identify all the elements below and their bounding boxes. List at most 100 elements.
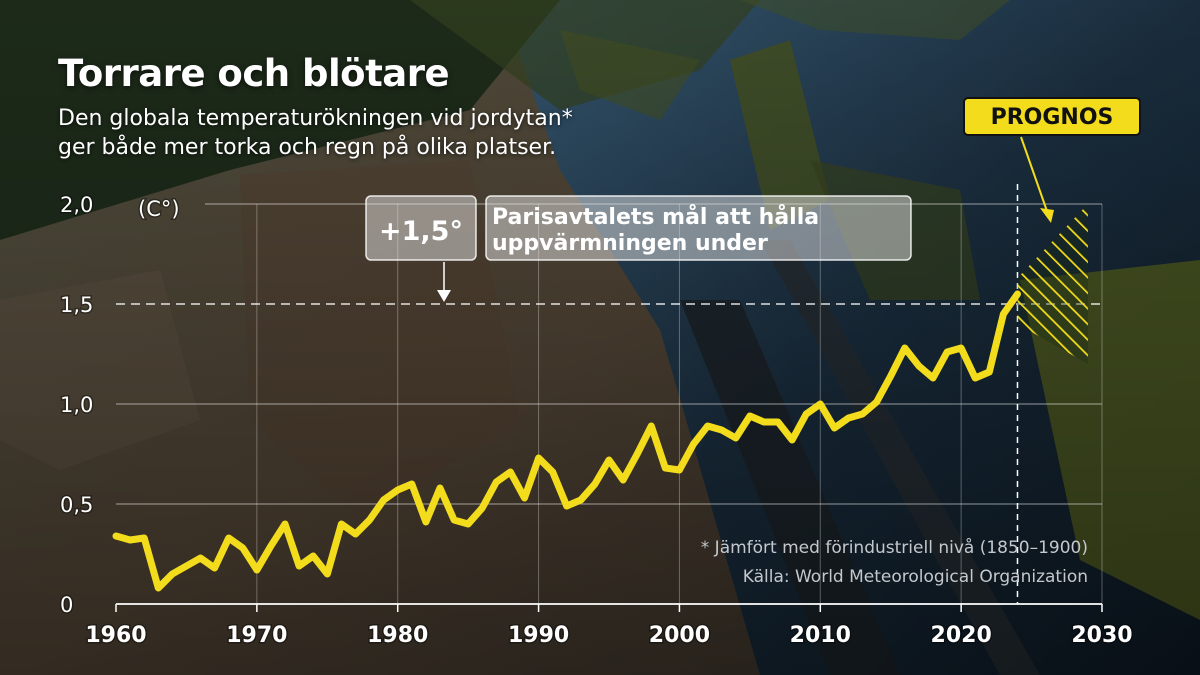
data-point	[887, 373, 894, 379]
data-point	[958, 345, 965, 351]
data-point	[972, 375, 979, 381]
data-point	[493, 479, 500, 485]
y-tick-label: 0	[60, 593, 73, 617]
footnote: * Jämfört med förindustriell nivå (1850–…	[701, 537, 1088, 558]
data-point	[718, 427, 725, 433]
subtitle: Den globala temperaturökningen vid jordy…	[58, 104, 778, 162]
data-point	[352, 531, 359, 537]
data-point	[915, 363, 922, 369]
data-point	[366, 517, 373, 523]
data-point	[310, 553, 317, 559]
data-point	[1014, 291, 1021, 297]
prognos-pointer-arrow	[1040, 208, 1054, 223]
data-point	[479, 505, 486, 511]
data-point	[929, 375, 936, 381]
data-point	[986, 369, 993, 375]
data-point	[732, 435, 739, 441]
data-point	[169, 571, 176, 577]
prognos-pointer-line	[1020, 136, 1049, 215]
data-point	[1000, 311, 1007, 317]
axes: 0 0,5 1,0 1,5 2,0 1960 1970 1980 1990 2000 2010 202…	[59, 192, 1135, 650]
data-point	[296, 563, 303, 569]
data-point	[211, 565, 218, 571]
x-tick-label: 1970	[226, 623, 287, 648]
source-credit: Källa: World Meteorological Organization	[743, 567, 1088, 587]
data-point	[338, 521, 345, 527]
x-tick-label: 2030	[1071, 623, 1132, 648]
data-point	[789, 437, 796, 443]
forecast-hatched-area	[1017, 204, 1088, 364]
data-point	[324, 571, 331, 577]
subtitle-line-2: ger både mer torka och regn på olika pla…	[58, 135, 557, 160]
data-point	[901, 345, 908, 351]
data-point	[760, 419, 767, 425]
data-point	[141, 535, 148, 541]
data-point	[408, 481, 415, 487]
data-point	[676, 467, 683, 473]
data-point	[282, 521, 289, 527]
data-point	[620, 477, 627, 483]
data-point	[451, 517, 458, 523]
y-tick-label: 2,0	[60, 193, 93, 217]
data-point	[225, 535, 232, 541]
data-point	[662, 465, 669, 471]
data-point	[648, 423, 655, 429]
page-title: Torrare och blötare	[58, 52, 450, 95]
y-axis-unit-label: (C°)	[138, 197, 180, 221]
data-point	[253, 567, 260, 573]
annotation-pointer-arrow	[437, 290, 451, 302]
data-point	[944, 349, 951, 355]
data-point	[704, 423, 711, 429]
data-point	[113, 533, 119, 539]
data-points	[113, 291, 1021, 591]
forecast-area	[1016, 184, 1088, 604]
y-tick-label: 0,5	[60, 493, 93, 517]
data-point	[873, 399, 880, 405]
data-point	[183, 563, 190, 569]
data-point	[634, 451, 641, 457]
data-point	[817, 401, 824, 407]
annotation-text-line-2: uppvärmningen under	[492, 231, 768, 256]
paris-goal-annotation: +1,5° Parisavtalets mål att hålla uppvär…	[365, 195, 912, 302]
data-point	[591, 481, 598, 487]
x-tick-label: 1960	[85, 623, 146, 648]
data-point	[549, 469, 556, 475]
x-tick-label: 2000	[649, 623, 710, 648]
y-tick-label: 1,5	[60, 293, 93, 317]
data-point	[197, 555, 204, 561]
data-point	[436, 485, 443, 491]
x-tick-label: 1990	[508, 623, 569, 648]
annotation-value-label: +1,5°	[379, 216, 463, 247]
prognos-callout: PROGNOS	[963, 97, 1141, 223]
data-point	[606, 457, 612, 463]
x-tick-label: 2020	[931, 623, 992, 648]
data-point	[465, 521, 472, 527]
y-tick-label: 1,0	[60, 393, 93, 417]
data-point	[803, 411, 810, 417]
x-tick-label: 2010	[790, 623, 851, 648]
annotation-text-line-1: Parisavtalets mål att hålla	[492, 204, 819, 230]
data-point	[563, 503, 570, 509]
data-point	[831, 425, 838, 431]
prognos-label-box	[963, 97, 1141, 136]
data-point	[521, 495, 528, 501]
data-point	[394, 487, 401, 493]
data-point	[577, 497, 584, 503]
data-point	[775, 419, 782, 425]
x-tick-label: 1980	[367, 623, 428, 648]
subtitle-line-1: Den globala temperaturökningen vid jordy…	[58, 106, 573, 131]
data-point	[380, 497, 387, 503]
data-point	[155, 585, 162, 591]
data-point	[127, 537, 134, 543]
data-point	[746, 413, 753, 419]
data-point	[535, 455, 542, 461]
data-point	[859, 411, 866, 417]
data-point	[422, 519, 429, 525]
prognos-label: PROGNOS	[991, 105, 1114, 130]
data-point	[239, 545, 246, 551]
data-point	[267, 543, 274, 549]
annotation-text-box	[485, 195, 912, 261]
data-point	[845, 415, 852, 421]
